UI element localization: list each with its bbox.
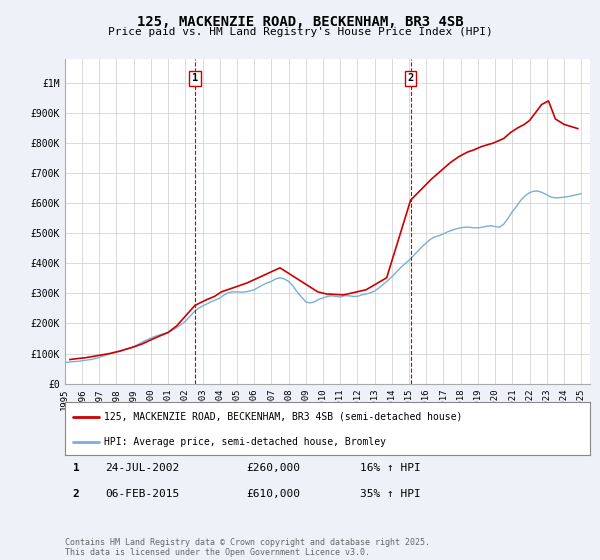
Text: Price paid vs. HM Land Registry's House Price Index (HPI): Price paid vs. HM Land Registry's House …: [107, 27, 493, 37]
Text: 125, MACKENZIE ROAD, BECKENHAM, BR3 4SB: 125, MACKENZIE ROAD, BECKENHAM, BR3 4SB: [137, 15, 463, 29]
Text: £260,000: £260,000: [246, 463, 300, 473]
Text: 06-FEB-2015: 06-FEB-2015: [105, 489, 179, 500]
Text: 16% ↑ HPI: 16% ↑ HPI: [360, 463, 421, 473]
Text: Contains HM Land Registry data © Crown copyright and database right 2025.
This d: Contains HM Land Registry data © Crown c…: [65, 538, 430, 557]
Text: 1: 1: [192, 73, 198, 83]
Text: 24-JUL-2002: 24-JUL-2002: [105, 463, 179, 473]
Text: 2: 2: [407, 73, 414, 83]
Text: HPI: Average price, semi-detached house, Bromley: HPI: Average price, semi-detached house,…: [104, 437, 386, 447]
Text: £610,000: £610,000: [246, 489, 300, 500]
Text: 1: 1: [73, 463, 80, 473]
Text: 125, MACKENZIE ROAD, BECKENHAM, BR3 4SB (semi-detached house): 125, MACKENZIE ROAD, BECKENHAM, BR3 4SB …: [104, 412, 463, 422]
Text: 35% ↑ HPI: 35% ↑ HPI: [360, 489, 421, 500]
Text: 2: 2: [73, 489, 80, 500]
